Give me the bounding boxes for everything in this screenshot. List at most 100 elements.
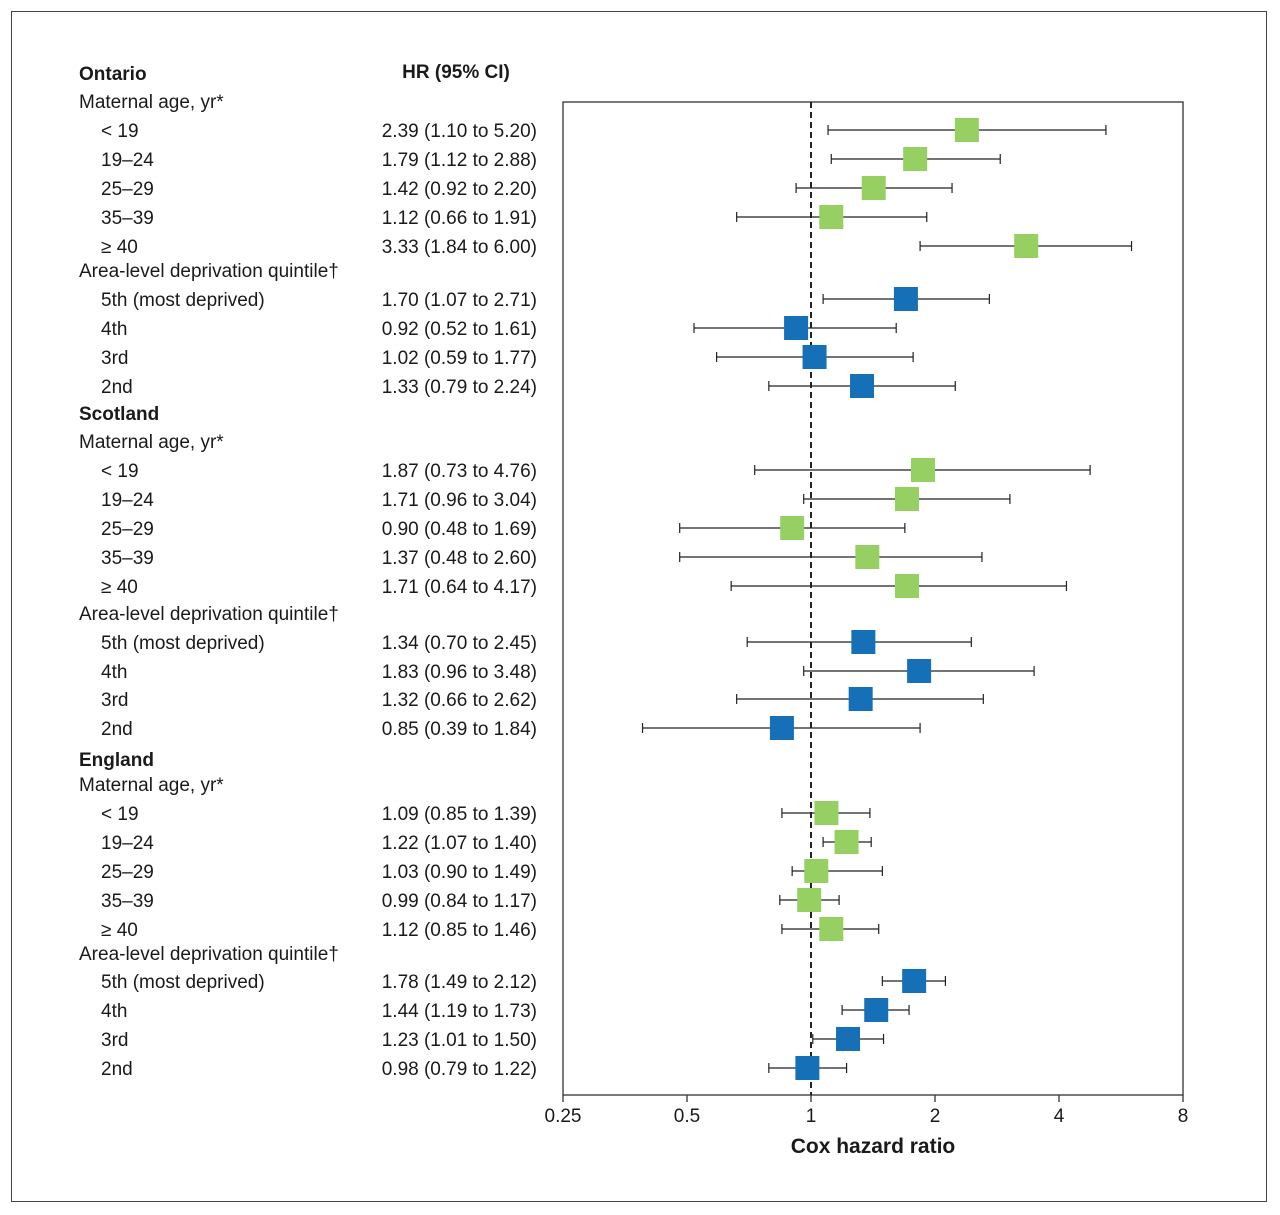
hr-ci-text: 0.98 (0.79 to 1.22)	[382, 1059, 537, 1080]
hr-point-marker	[864, 998, 889, 1022]
hr-ci-text: 3.33 (1.84 to 6.00)	[382, 237, 537, 258]
hr-ci-text: 2.39 (1.10 to 5.20)	[382, 121, 537, 142]
subgroup-title: Maternal age, yr*	[79, 92, 224, 113]
row-label: 35–39	[101, 548, 154, 569]
hr-point-marker	[894, 574, 919, 598]
hr-point-marker	[795, 1056, 820, 1080]
hr-ci-text: 1.22 (1.07 to 1.40)	[382, 833, 537, 854]
x-tick-label: 4	[1054, 1106, 1065, 1127]
hr-ci-text: 0.85 (0.39 to 1.84)	[382, 719, 537, 740]
hr-point-marker	[893, 287, 918, 311]
hr-point-marker	[819, 917, 844, 941]
hr-point-marker	[851, 630, 876, 654]
subgroup-title: Maternal age, yr*	[79, 432, 224, 453]
hr-ci-text: 1.71 (0.64 to 4.17)	[382, 577, 537, 598]
hr-ci-text: 1.78 (1.49 to 2.12)	[382, 972, 537, 993]
hr-point-marker	[836, 1027, 861, 1051]
hr-point-marker	[814, 801, 839, 825]
row-label: 3rd	[101, 348, 128, 369]
hr-ci-text: 1.02 (0.59 to 1.77)	[382, 348, 537, 369]
row-label: ≥ 40	[101, 920, 138, 941]
hr-ci-text: 0.92 (0.52 to 1.61)	[382, 319, 537, 340]
row-label: 4th	[101, 319, 127, 340]
hr-point-marker	[954, 118, 979, 142]
hr-point-marker	[784, 316, 809, 340]
row-label: 25–29	[101, 862, 154, 883]
row-label: < 19	[101, 461, 139, 482]
x-tick-label: 0.5	[674, 1106, 700, 1127]
column-header: HR (95% CI)	[402, 62, 510, 83]
hr-ci-text: 1.44 (1.19 to 1.73)	[382, 1001, 537, 1022]
x-tick-label: 1	[806, 1106, 817, 1127]
hr-point-marker	[804, 859, 829, 883]
row-label: 19–24	[101, 490, 154, 511]
hr-point-marker	[797, 888, 822, 912]
hr-ci-text: 1.03 (0.90 to 1.49)	[382, 862, 537, 883]
subgroup-title: Area-level deprivation quintile†	[79, 944, 339, 965]
hr-ci-text: 1.32 (0.66 to 2.62)	[382, 690, 537, 711]
row-label: < 19	[101, 121, 139, 142]
hr-ci-text: 1.23 (1.01 to 1.50)	[382, 1030, 537, 1051]
subgroup-title: Maternal age, yr*	[79, 775, 224, 796]
row-label: 2nd	[101, 377, 133, 398]
hr-ci-text: 1.70 (1.07 to 2.71)	[382, 290, 537, 311]
hr-point-marker	[894, 487, 919, 511]
row-label: 19–24	[101, 833, 154, 854]
hr-point-marker	[1014, 234, 1039, 258]
hr-point-marker	[834, 830, 859, 854]
row-label: 2nd	[101, 1059, 133, 1080]
row-label: 4th	[101, 662, 127, 683]
hr-point-marker	[910, 458, 935, 482]
row-label: 35–39	[101, 208, 154, 229]
row-label: 3rd	[101, 1030, 128, 1051]
hr-ci-text: 0.90 (0.48 to 1.69)	[382, 519, 537, 540]
rows-layer: Ontario Maternal age, yr* < 19 2.39 (1.10 t…	[79, 64, 1133, 1080]
hr-ci-text: 0.99 (0.84 to 1.17)	[382, 891, 537, 912]
row-label: 35–39	[101, 891, 154, 912]
hr-point-marker	[902, 969, 927, 993]
figure-frame	[11, 11, 1267, 1202]
row-label: 4th	[101, 1001, 127, 1022]
hr-ci-text: 1.71 (0.96 to 3.04)	[382, 490, 537, 511]
row-label: < 19	[101, 804, 139, 825]
hr-ci-text: 1.42 (0.92 to 2.20)	[382, 179, 537, 200]
hr-point-marker	[903, 147, 928, 171]
hr-point-marker	[855, 545, 880, 569]
x-axis-label: Cox hazard ratio	[791, 1135, 956, 1158]
plot-area	[562, 101, 1184, 1096]
hr-point-marker	[861, 176, 886, 200]
row-label: 19–24	[101, 150, 154, 171]
x-tick-label: 0.25	[545, 1106, 582, 1127]
hr-ci-text: 1.33 (0.79 to 2.24)	[382, 377, 537, 398]
hr-ci-text: 1.12 (0.85 to 1.46)	[382, 920, 537, 941]
hr-point-marker	[819, 205, 844, 229]
subgroup-title: Area-level deprivation quintile†	[79, 261, 339, 282]
hr-point-marker	[769, 716, 794, 740]
row-label: ≥ 40	[101, 577, 138, 598]
hr-ci-text: 1.34 (0.70 to 2.45)	[382, 633, 537, 654]
hr-ci-text: 1.09 (0.85 to 1.39)	[382, 804, 537, 825]
subgroup-title: Area-level deprivation quintile†	[79, 604, 339, 625]
hr-point-marker	[780, 516, 805, 540]
hr-point-marker	[802, 345, 827, 369]
x-axis: 0.25 0.5 1 2 4 8	[545, 1095, 1189, 1127]
row-label: 3rd	[101, 690, 128, 711]
hr-point-marker	[850, 374, 875, 398]
hr-ci-text: 1.83 (0.96 to 3.48)	[382, 662, 537, 683]
row-label: 5th (most deprived)	[101, 633, 265, 654]
hr-point-marker	[848, 687, 873, 711]
group-title: England	[79, 750, 154, 771]
hr-point-marker	[907, 659, 932, 683]
hr-ci-text: 1.37 (0.48 to 2.60)	[382, 548, 537, 569]
row-label: ≥ 40	[101, 237, 138, 258]
row-label: 2nd	[101, 719, 133, 740]
x-tick-label: 8	[1178, 1106, 1189, 1127]
row-label: 25–29	[101, 179, 154, 200]
row-label: 25–29	[101, 519, 154, 540]
group-title: Scotland	[79, 404, 159, 425]
group-title: Ontario	[79, 64, 147, 85]
hr-ci-text: 1.79 (1.12 to 2.88)	[382, 150, 537, 171]
hr-ci-text: 1.12 (0.66 to 1.91)	[382, 208, 537, 229]
x-tick-label: 2	[930, 1106, 941, 1127]
hr-ci-text: 1.87 (0.73 to 4.76)	[382, 461, 537, 482]
